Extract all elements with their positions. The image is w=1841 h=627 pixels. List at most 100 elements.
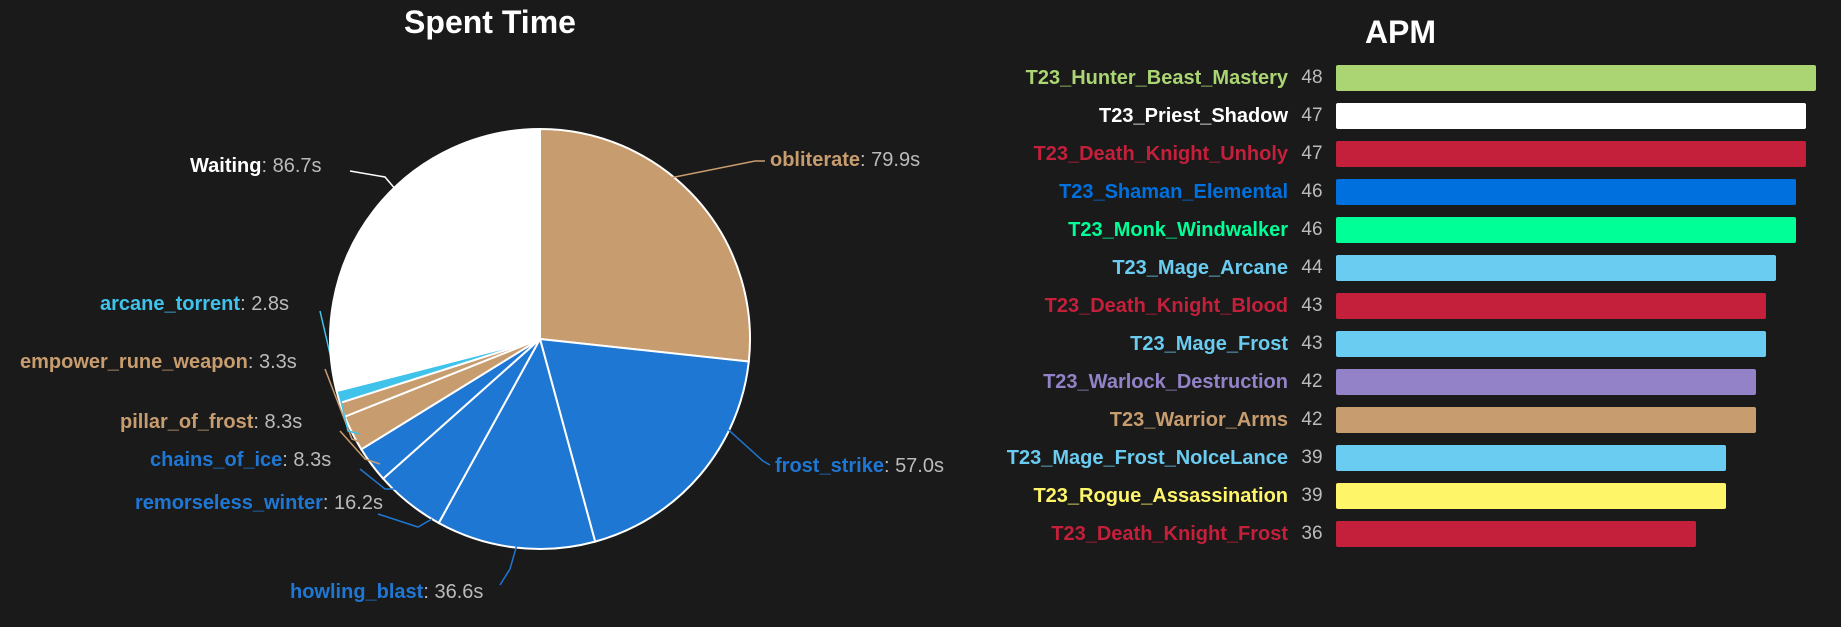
- apm-bar-track: [1336, 103, 1801, 129]
- pie-label: arcane_torrent: 2.8s: [100, 293, 289, 316]
- apm-row: T23_Death_Knight_Blood43: [1000, 287, 1801, 325]
- apm-row-value: 39: [1298, 485, 1326, 507]
- pie-label-name: Waiting: [190, 155, 261, 177]
- apm-bar-fill: [1336, 369, 1756, 395]
- pie-label-value: 8.3s: [264, 411, 302, 433]
- apm-bar-track: [1336, 521, 1801, 547]
- apm-row-name: T23_Mage_Frost: [1000, 333, 1288, 356]
- apm-bar-track: [1336, 217, 1801, 243]
- apm-row-value: 43: [1298, 295, 1326, 317]
- apm-row-name: T23_Death_Knight_Unholy: [1000, 143, 1288, 166]
- apm-row: T23_Monk_Windwalker 46: [1000, 211, 1801, 249]
- pie-svg: [0, 49, 980, 609]
- pie-label-value: 8.3s: [293, 449, 331, 471]
- apm-row-name: T23_Priest_Shadow: [1000, 105, 1288, 128]
- apm-bar-track: [1336, 407, 1801, 433]
- apm-row: T23_Hunter_Beast_Mastery 48: [1000, 59, 1801, 97]
- spent-time-title: Spent Time: [0, 4, 980, 41]
- pie-label: chains_of_ice: 8.3s: [150, 449, 331, 472]
- pie-leader: [378, 514, 432, 527]
- pie-label-name: obliterate: [770, 149, 860, 171]
- apm-bar-fill: [1336, 65, 1816, 91]
- apm-row-value: 48: [1298, 67, 1326, 89]
- apm-bar-chart: T23_Hunter_Beast_Mastery 48 T23_Priest_Sha…: [1000, 59, 1801, 553]
- apm-row: T23_Death_Knight_Unholy 47: [1000, 135, 1801, 173]
- apm-row-name: T23_Death_Knight_Frost: [1000, 523, 1288, 546]
- pie-leader: [665, 161, 765, 179]
- apm-bar-fill: [1336, 521, 1696, 547]
- pie-label: frost_strike: 57.0s: [775, 455, 944, 478]
- apm-row: T23_Warrior_Arms 42: [1000, 401, 1801, 439]
- apm-row-name: T23_Warlock_Destruction: [1000, 371, 1288, 394]
- apm-row: T23_Warlock_Destruction 42: [1000, 363, 1801, 401]
- spent-time-panel: Spent Time obliterate: 79.9s frost_strike…: [0, 0, 980, 627]
- pie-label-name: remorseless_winter: [135, 492, 323, 514]
- apm-row-name: T23_Hunter_Beast_Mastery: [1000, 67, 1288, 90]
- apm-row: T23_Rogue_Assassination 39: [1000, 477, 1801, 515]
- apm-row-name: T23_Monk_Windwalker: [1000, 219, 1288, 242]
- apm-row: T23_Mage_Frost_NoIceLance 39: [1000, 439, 1801, 477]
- pie-label-name: empower_rune_weapon: [20, 351, 248, 373]
- apm-bar-fill: [1336, 179, 1796, 205]
- apm-bar-fill: [1336, 445, 1726, 471]
- apm-row-value: 47: [1298, 105, 1326, 127]
- apm-row-value: 46: [1298, 219, 1326, 241]
- apm-row-value: 42: [1298, 409, 1326, 431]
- apm-row-value: 39: [1298, 447, 1326, 469]
- pie-label-name: arcane_torrent: [100, 293, 240, 315]
- apm-bar-track: [1336, 179, 1801, 205]
- apm-bar-fill: [1336, 141, 1806, 167]
- pie-label: remorseless_winter: 16.2s: [135, 492, 383, 515]
- spent-time-chart: obliterate: 79.9s frost_strike: 57.0s howl…: [0, 49, 980, 609]
- pie-label-value: 79.9s: [871, 149, 920, 171]
- pie-slice: [540, 129, 750, 362]
- apm-row-value: 46: [1298, 181, 1326, 203]
- apm-bar-fill: [1336, 255, 1776, 281]
- apm-bar-fill: [1336, 293, 1766, 319]
- apm-row-name: T23_Rogue_Assassination: [1000, 485, 1288, 508]
- apm-bar-track: [1336, 483, 1801, 509]
- pie-label-value: 86.7s: [273, 155, 322, 177]
- pie-label-value: 36.6s: [434, 581, 483, 603]
- apm-bar-track: [1336, 445, 1801, 471]
- pie-label: Waiting: 86.7s: [190, 155, 322, 178]
- pie-label: howling_blast: 36.6s: [290, 581, 483, 604]
- apm-row-name: T23_Shaman_Elemental: [1000, 181, 1288, 204]
- apm-row-value: 47: [1298, 143, 1326, 165]
- pie-label-name: chains_of_ice: [150, 449, 282, 471]
- pie-label-value: 2.8s: [251, 293, 289, 315]
- apm-bar-track: [1336, 331, 1801, 357]
- pie-label: obliterate: 79.9s: [770, 149, 920, 172]
- pie-label-value: 3.3s: [259, 351, 297, 373]
- apm-row: T23_Mage_Frost 43: [1000, 325, 1801, 363]
- apm-bar-fill: [1336, 103, 1806, 129]
- apm-row: T23_Shaman_Elemental 46: [1000, 173, 1801, 211]
- apm-bar-fill: [1336, 217, 1796, 243]
- pie-label-name: frost_strike: [775, 455, 884, 477]
- apm-bar-fill: [1336, 331, 1766, 357]
- apm-bar-track: [1336, 141, 1801, 167]
- apm-row-value: 43: [1298, 333, 1326, 355]
- pie-label: pillar_of_frost: 8.3s: [120, 411, 302, 434]
- pie-label-value: 57.0s: [895, 455, 944, 477]
- apm-row-name: T23_Warrior_Arms: [1000, 409, 1288, 432]
- apm-bar-track: [1336, 255, 1801, 281]
- pie-label-name: howling_blast: [290, 581, 423, 603]
- apm-row: T23_Priest_Shadow 47: [1000, 97, 1801, 135]
- apm-bar-track: [1336, 369, 1801, 395]
- apm-bar-fill: [1336, 483, 1726, 509]
- apm-row: T23_Death_Knight_Frost 36: [1000, 515, 1801, 553]
- apm-row-value: 42: [1298, 371, 1326, 393]
- apm-panel: APM T23_Hunter_Beast_Mastery 48 T23_Priest…: [980, 0, 1841, 627]
- apm-bar-track: [1336, 293, 1801, 319]
- apm-bar-fill: [1336, 407, 1756, 433]
- apm-row-name: T23_Mage_Arcane: [1000, 257, 1288, 280]
- pie-label: empower_rune_weapon: 3.3s: [20, 351, 297, 374]
- apm-row-value: 36: [1298, 523, 1326, 545]
- pie-label-value: 16.2s: [334, 492, 383, 514]
- apm-row-value: 44: [1298, 257, 1326, 279]
- apm-row-name: T23_Mage_Frost_NoIceLance: [1000, 447, 1288, 470]
- apm-row: T23_Mage_Arcane 44: [1000, 249, 1801, 287]
- apm-title: APM: [1000, 14, 1801, 51]
- apm-bar-track: [1336, 65, 1801, 91]
